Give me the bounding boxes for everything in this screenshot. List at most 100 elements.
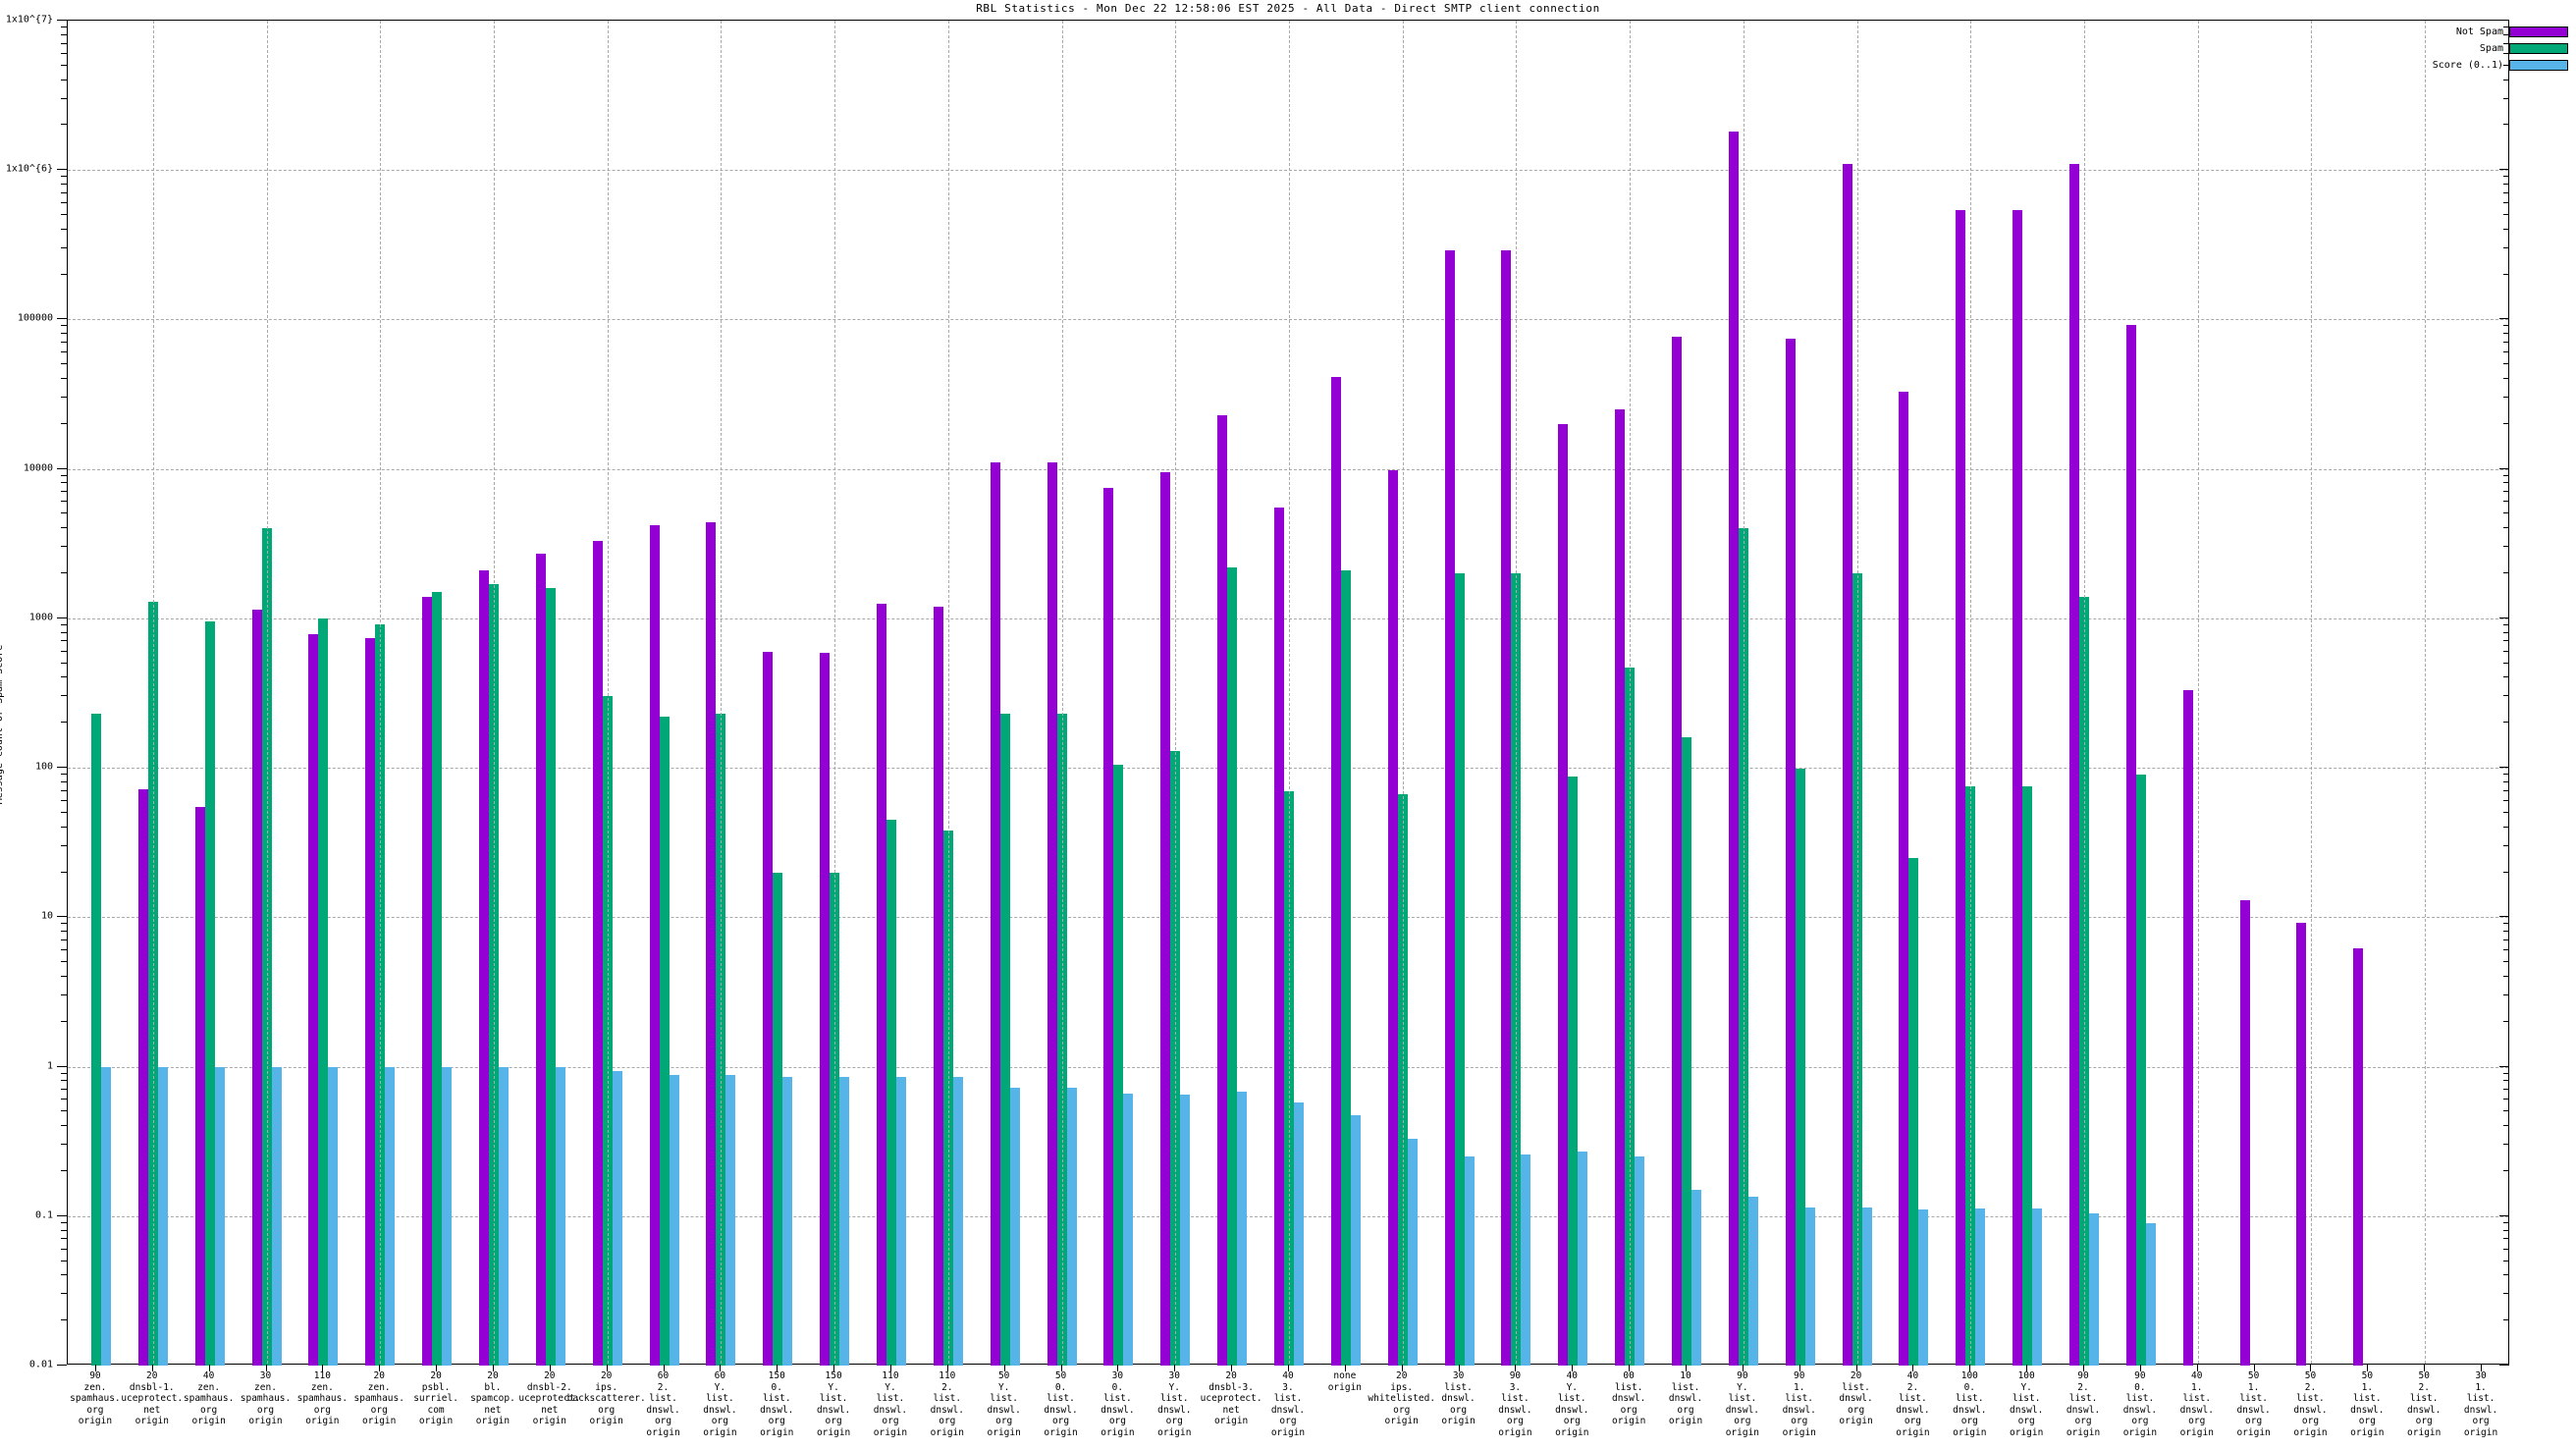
bar-not-spam [706,521,717,1366]
x-tick [777,1365,778,1371]
y-tick-minor-right [2503,201,2509,203]
bar-not-spam [763,651,774,1366]
y-tick-minor-right [2503,623,2509,625]
bar-spam [999,714,1010,1366]
bar-score [214,1066,225,1366]
x-tick [1458,1365,1460,1371]
y-tick-minor [61,780,67,782]
x-tick-label: 20 zen. spamhaus. org origin [353,1370,404,1426]
bar-not-spam [2069,163,2080,1366]
y-tick-minor-right [2503,650,2509,652]
bar-score [2145,1222,2156,1366]
y-tick-minor-right [2503,1221,2509,1223]
y-tick-major [57,1214,67,1216]
y-tick-minor-right [2503,183,2509,185]
x-tick [889,1365,891,1371]
y-tick-major [57,916,67,918]
y-tick-major [57,767,67,769]
bar-score [725,1075,736,1366]
bar-score [1180,1095,1191,1366]
y-tick-minor [61,1089,67,1091]
y-tick-minor [61,789,67,791]
y-tick-major [57,20,67,21]
x-tick-label: 30 1. list. dnswl. org origin [2463,1370,2498,1438]
y-tick-minor [61,474,67,476]
y-tick-minor [61,512,67,514]
y-tick-minor [61,631,67,633]
x-tick-label: 110 Y. list. dnswl. org origin [873,1370,908,1438]
x-tick [2367,1365,2369,1371]
bar-spam [147,601,158,1366]
y-tick-major-right [2499,467,2509,469]
y-tick-label: 100 [34,761,53,773]
bar-score [669,1075,679,1366]
bar-not-spam [365,637,376,1366]
bar-spam [318,617,329,1366]
y-tick-minor [61,640,67,642]
bar-score [612,1071,622,1366]
bar-score [1521,1154,1531,1366]
y-tick-minor [61,201,67,203]
y-tick-minor [61,378,67,380]
y-tick-minor-right [2503,774,2509,776]
bar-spam [1170,750,1181,1366]
gridline-vertical [2197,21,2199,1364]
bar-spam [602,696,613,1366]
legend-item: Spam [2433,40,2568,57]
legend-label: Not Spam [2455,27,2503,37]
y-tick-minor-right [2503,333,2509,335]
bar-spam [488,583,499,1366]
y-tick-major-right [2499,318,2509,320]
bar-spam [1227,566,1238,1366]
y-tick-minor-right [2503,527,2509,529]
bar-score [1066,1088,1077,1366]
bar-score [555,1066,565,1366]
x-tick-label: 50 Y. list. dnswl. org origin [987,1370,1021,1438]
y-tick-minor-right [2503,546,2509,548]
y-tick-major-right [2499,20,2509,21]
bar-score [839,1077,850,1366]
y-tick-minor-right [2503,1229,2509,1231]
x-tick-label: 20 ips. whitelisted. org origin [1368,1370,1436,1426]
bar-spam [659,716,670,1366]
y-tick-minor [61,993,67,995]
bar-spam [1284,790,1294,1366]
y-tick-minor-right [2503,1020,2509,1022]
x-tick [492,1365,494,1371]
bar-score [1691,1189,1702,1366]
y-tick-label: 1x10^{7} [5,14,53,26]
x-tick-label: 40 Y. list. dnswl. org origin [1555,1370,1589,1438]
bar-not-spam [194,806,205,1366]
bar-spam [2079,596,2090,1366]
bar-not-spam [1899,391,1909,1366]
y-tick-minor-right [2503,1238,2509,1240]
y-tick-minor [61,923,67,925]
bar-score [1123,1094,1134,1366]
y-tick-minor [61,363,67,365]
y-tick-minor-right [2503,799,2509,801]
bar-score [271,1066,282,1366]
bar-score [1635,1156,1645,1366]
y-tick-minor [61,1319,67,1321]
y-tick-minor [61,64,67,66]
y-tick-minor [61,501,67,503]
y-tick-minor-right [2503,363,2509,365]
bar-spam [1852,573,1862,1366]
bar-not-spam [990,462,1000,1366]
y-tick-minor-right [2503,1099,2509,1100]
x-tick [720,1365,722,1371]
x-tick [1231,1365,1233,1371]
y-tick-minor [61,623,67,625]
y-tick-label: 10 [40,910,53,922]
y-tick-minor [61,1221,67,1223]
y-tick-minor-right [2503,631,2509,633]
y-tick-label: 100000 [17,312,53,324]
x-tick [1515,1365,1517,1371]
y-tick-minor-right [2503,228,2509,230]
bar-not-spam [1387,470,1398,1366]
bar-not-spam [2125,324,2136,1366]
bar-not-spam [2353,947,2364,1366]
y-tick-minor-right [2503,1293,2509,1295]
bar-not-spam [592,540,603,1366]
